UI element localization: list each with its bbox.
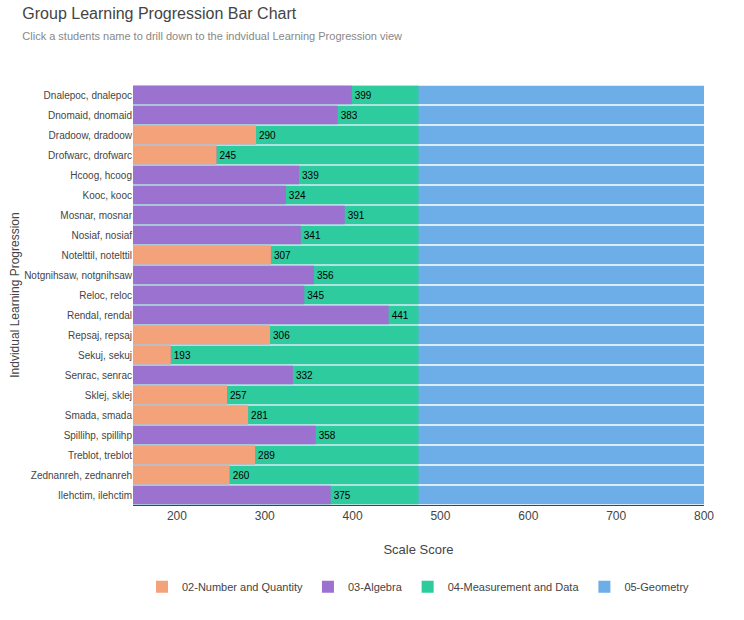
svg-text:400: 400 [343,509,363,523]
svg-text:800: 800 [694,509,714,523]
svg-text:Smada, smada: Smada, smada [65,410,133,421]
svg-text:Reloc, reloc: Reloc, reloc [79,290,132,301]
svg-text:Spillihp, spillihp: Spillihp, spillihp [64,430,133,441]
svg-text:Sklej, sklej: Sklej, sklej [85,390,132,401]
svg-text:281: 281 [251,410,268,421]
svg-text:Hcoog, hcoog: Hcoog, hcoog [70,170,132,181]
svg-text:257: 257 [230,390,247,401]
svg-text:324: 324 [289,190,306,201]
svg-text:Dnalepoc, dnalepoc: Dnalepoc, dnalepoc [44,90,132,101]
svg-text:358: 358 [319,430,336,441]
svg-text:Drofwarc, drofwarc: Drofwarc, drofwarc [48,150,132,161]
svg-text:Zednanreh, zednanreh: Zednanreh, zednanreh [31,470,132,481]
svg-text:03-Algebra: 03-Algebra [348,581,403,593]
svg-text:Rendal, rendal: Rendal, rendal [67,310,132,321]
svg-text:307: 307 [274,250,291,261]
svg-text:245: 245 [219,150,236,161]
svg-text:600: 600 [518,509,538,523]
svg-text:300: 300 [255,509,275,523]
svg-text:Ilehctim, ilehctim: Ilehctim, ilehctim [58,490,132,501]
svg-text:04-Measurement and Data: 04-Measurement and Data [448,581,580,593]
svg-text:Senrac, senrac: Senrac, senrac [65,370,132,381]
svg-text:Repsaj, repsaj: Repsaj, repsaj [68,330,132,341]
svg-text:Treblot, treblot: Treblot, treblot [68,450,132,461]
svg-text:332: 332 [296,370,313,381]
svg-text:Sekuj, sekuj: Sekuj, sekuj [78,350,132,361]
svg-text:441: 441 [392,310,409,321]
svg-text:Notelttil, notelttil: Notelttil, notelttil [61,250,132,261]
svg-text:345: 345 [307,290,324,301]
svg-text:Dnomaid, dnomaid: Dnomaid, dnomaid [48,110,132,121]
svg-text:306: 306 [273,330,290,341]
svg-text:Kooc, kooc: Kooc, kooc [83,190,132,201]
svg-text:700: 700 [606,509,626,523]
svg-text:Dradoow, dradoow: Dradoow, dradoow [49,130,133,141]
svg-text:339: 339 [302,170,319,181]
svg-text:375: 375 [334,490,351,501]
svg-text:356: 356 [317,270,334,281]
svg-text:391: 391 [348,210,365,221]
svg-text:399: 399 [355,90,372,101]
svg-text:193: 193 [174,350,191,361]
svg-text:289: 289 [258,450,275,461]
svg-text:02-Number and Quantity: 02-Number and Quantity [182,581,303,593]
svg-text:200: 200 [167,509,187,523]
svg-text:260: 260 [233,470,250,481]
svg-text:500: 500 [430,509,450,523]
svg-text:Notgnihsaw, notgnihsaw: Notgnihsaw, notgnihsaw [24,270,133,281]
svg-text:341: 341 [304,230,321,241]
svg-text:Group Learning Progression Bar: Group Learning Progression Bar ChartClic… [22,5,402,42]
svg-text:05-Geometry: 05-Geometry [624,581,689,593]
svg-text:Scale Score: Scale Score [383,542,453,557]
svg-text:Indvidual Learning Progression: Indvidual Learning Progression [8,212,22,377]
svg-text:Nosiaf, nosiaf: Nosiaf, nosiaf [71,230,132,241]
svg-text:290: 290 [259,130,276,141]
svg-text:Mosnar, mosnar: Mosnar, mosnar [60,210,132,221]
svg-text:383: 383 [341,110,358,121]
